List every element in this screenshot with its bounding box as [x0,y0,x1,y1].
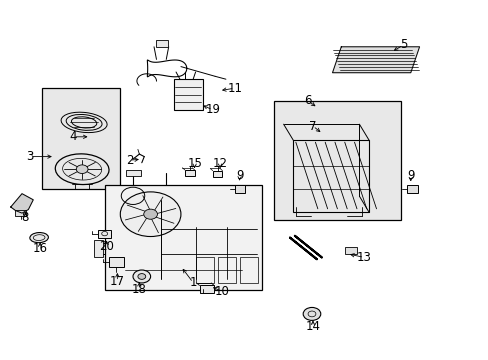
Text: 6: 6 [304,94,311,107]
Text: 8: 8 [21,211,29,224]
Text: 11: 11 [227,82,242,95]
Bar [98,230,111,238]
Bar [184,170,194,176]
Bar [212,171,222,177]
Text: 1: 1 [189,276,197,289]
Text: 7: 7 [308,120,316,132]
Circle shape [120,192,181,237]
Polygon shape [11,194,33,213]
Bar [239,257,258,283]
Bar [155,40,167,47]
Ellipse shape [30,233,48,243]
Bar [173,79,203,110]
Bar [108,257,124,267]
Bar [217,257,236,283]
Bar [195,257,214,283]
Bar [105,185,261,290]
Bar [15,210,26,216]
Bar [406,185,417,193]
Circle shape [143,209,157,219]
Text: 13: 13 [356,251,371,264]
Text: 20: 20 [99,240,114,253]
Text: 9: 9 [235,169,243,182]
Text: 9: 9 [406,169,414,182]
Circle shape [133,270,150,283]
Text: 15: 15 [187,157,202,170]
Circle shape [303,307,320,320]
Bar [41,88,120,189]
Bar [94,240,103,257]
Circle shape [76,165,88,174]
Text: 12: 12 [212,157,227,170]
Bar [199,285,214,293]
Bar [126,170,141,176]
Text: 18: 18 [132,283,146,296]
Text: 14: 14 [305,320,320,333]
Text: 16: 16 [33,242,47,255]
Bar [273,101,400,220]
Text: 3: 3 [26,150,34,163]
Text: 19: 19 [205,103,220,116]
Text: 10: 10 [215,285,229,298]
Text: 5: 5 [399,39,407,51]
Polygon shape [332,47,419,73]
Text: 17: 17 [110,275,124,288]
Text: 2: 2 [125,154,133,167]
Bar [293,140,368,212]
Bar [344,247,356,254]
Text: 4: 4 [69,130,77,143]
Circle shape [138,274,145,279]
Bar [234,185,245,193]
